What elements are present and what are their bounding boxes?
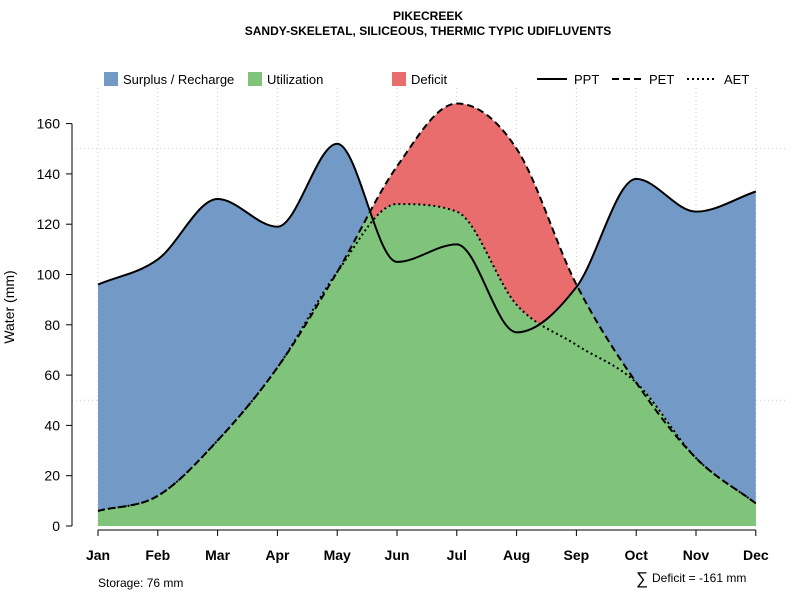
x-tick-label-jun: Jun (385, 547, 410, 563)
y-tick-label-100: 100 (37, 267, 61, 283)
pet-line (97, 102, 757, 512)
x-tick-label-oct: Oct (625, 547, 649, 563)
axes: 0 20 40 60 80 100 120 140 160 Jan Feb Mar Apr May Jun J… (37, 116, 769, 563)
x-tick-label-jul: Jul (447, 547, 467, 563)
y-tick-label-40: 40 (44, 417, 60, 433)
utilization-area (98, 204, 756, 526)
y-tick-label-120: 120 (37, 216, 61, 232)
legend-label-aet: AET (724, 72, 749, 87)
chart-title-group: PIKECREEK SANDY-SKELETAL, SILICEOUS, THE… (245, 9, 611, 38)
chart-title: PIKECREEK (393, 9, 463, 23)
y-tick-label-0: 0 (52, 518, 60, 534)
x-tick-label-mar: Mar (205, 547, 230, 563)
storage-note: Storage: 76 mm (98, 576, 183, 590)
ppt-line (97, 142, 757, 334)
legend-label-pet: PET (649, 72, 674, 87)
series-lines (97, 102, 757, 512)
legend-label-surplus: Surplus / Recharge (123, 72, 234, 87)
aet-line (97, 203, 757, 512)
y-tick-label-80: 80 (44, 317, 60, 333)
legend-swatch-surplus (104, 72, 118, 86)
x-tick-label-jan: Jan (86, 547, 110, 563)
x-tick-label-aug: Aug (503, 547, 530, 563)
chart-subtitle: SANDY-SKELETAL, SILICEOUS, THERMIC TYPIC… (245, 24, 611, 38)
legend-label-ppt: PPT (574, 72, 599, 87)
y-tick-label-20: 20 (44, 468, 60, 484)
area-fills (98, 103, 756, 526)
deficit-note-group: ∑ Deficit = -161 mm (636, 569, 746, 588)
x-tick-label-dec: Dec (743, 547, 769, 563)
deficit-note: Deficit = -161 mm (652, 571, 746, 585)
legend-label-deficit: Deficit (411, 72, 448, 87)
y-tick-label-60: 60 (44, 367, 60, 383)
x-tick-label-sep: Sep (564, 547, 590, 563)
y-tick-label-140: 140 (37, 166, 61, 182)
x-tick-label-nov: Nov (683, 547, 710, 563)
y-axis-title: Water (mm) (1, 270, 17, 343)
x-tick-label-feb: Feb (145, 547, 170, 563)
legend-swatch-utilization (248, 72, 262, 86)
x-tick-label-may: May (324, 547, 351, 563)
legend: Surplus / Recharge Utilization Deficit P… (104, 72, 749, 87)
legend-label-utilization: Utilization (267, 72, 323, 87)
legend-swatch-deficit (392, 72, 406, 86)
sum-icon: ∑ (636, 569, 648, 588)
y-tick-label-160: 160 (37, 116, 61, 132)
x-tick-label-apr: Apr (265, 547, 290, 563)
